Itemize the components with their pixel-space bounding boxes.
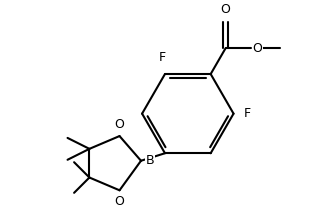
Text: O: O: [115, 118, 124, 131]
Text: B: B: [146, 154, 155, 167]
Text: O: O: [115, 195, 124, 208]
Text: O: O: [252, 42, 262, 55]
Text: F: F: [243, 107, 251, 120]
Text: F: F: [158, 51, 166, 64]
Text: O: O: [220, 3, 231, 16]
